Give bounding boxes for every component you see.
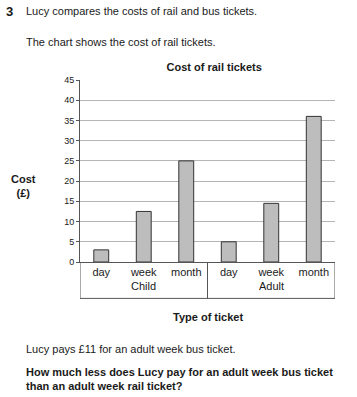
svg-text:Adult: Adult (259, 280, 284, 292)
svg-text:45: 45 (64, 75, 74, 85)
svg-text:30: 30 (64, 136, 74, 146)
svg-text:Cost(£): Cost(£) (11, 173, 36, 199)
html-text:How much less does Lucy pay fo: How much less does Lucy pay for an adult… (26, 366, 333, 392)
svg-text:week: week (257, 266, 284, 278)
svg-text:35: 35 (64, 116, 74, 126)
svg-text:day: day (92, 266, 110, 278)
html-text:Lucy pays £11 for an adult wee: Lucy pays £11 for an adult week bus tick… (26, 343, 236, 355)
svg-text:day: day (220, 266, 238, 278)
svg-text:20: 20 (64, 176, 74, 186)
svg-text:10: 10 (64, 217, 74, 227)
svg-text:Cost of rail tickets: Cost of rail tickets (167, 61, 262, 73)
svg-text:25: 25 (64, 156, 74, 166)
svg-text:Type of ticket: Type of ticket (173, 311, 243, 323)
html-text:3: 3 (6, 4, 14, 19)
svg-text:week: week (130, 266, 157, 278)
svg-text:15: 15 (64, 196, 74, 206)
html-text:Lucy compares the costs of rai: Lucy compares the costs of rail and bus … (26, 5, 258, 17)
svg-text:month: month (171, 266, 202, 278)
svg-text:0: 0 (69, 257, 74, 267)
html-text:The chart shows the cost of ra: The chart shows the cost of rail tickets… (26, 36, 216, 48)
svg-text:Child: Child (131, 280, 156, 292)
svg-text:5: 5 (69, 237, 74, 247)
svg-text:month: month (298, 266, 329, 278)
svg-text:40: 40 (64, 95, 74, 105)
